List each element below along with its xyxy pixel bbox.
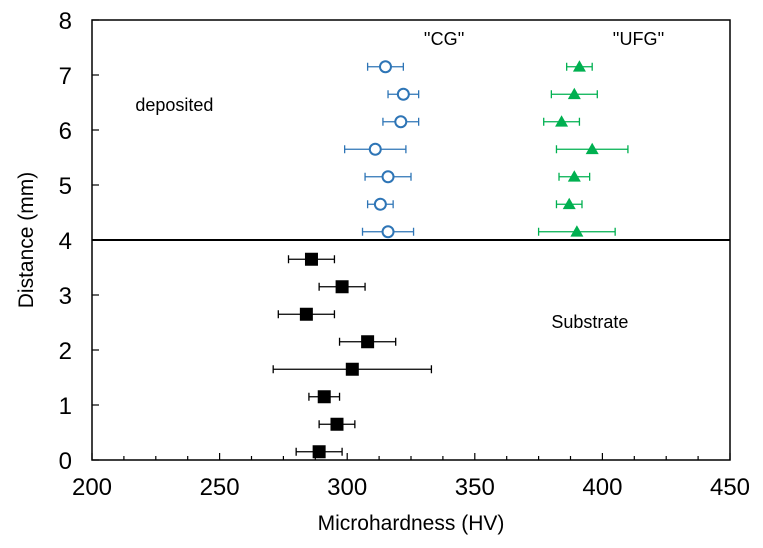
x-tick-label: 300 — [327, 474, 367, 501]
cg-point — [366, 197, 394, 211]
substrate-marker — [361, 335, 375, 349]
substrate-marker — [299, 307, 313, 321]
ufg-marker — [585, 142, 599, 155]
ufg-point — [537, 225, 616, 237]
cg-point — [366, 60, 404, 74]
substrate-marker — [304, 252, 318, 266]
cg-point — [387, 87, 420, 101]
ufg-marker — [555, 115, 569, 127]
x-tick-label: 200 — [72, 474, 112, 501]
substrate-point — [318, 417, 356, 431]
annotation-1: ''UFG'' — [613, 29, 665, 49]
y-tick-label: 4 — [59, 228, 72, 255]
substrate-marker — [335, 280, 349, 294]
x-tick-label: 350 — [455, 474, 495, 501]
axis-labels: 200 250 300 350 400 450 0 1 2 3 4 5 6 7 8 Microhardness… — [15, 8, 750, 535]
cg-point — [364, 170, 412, 184]
substrate-point — [272, 362, 433, 376]
ufg-marker — [567, 170, 581, 182]
cg-marker — [373, 197, 387, 211]
y-tick-label: 8 — [59, 8, 72, 35]
ufg-marker — [562, 197, 576, 210]
annotation-2: deposited — [135, 95, 213, 115]
substrate-point — [318, 280, 366, 294]
annotation-0: ''CG'' — [424, 29, 465, 49]
y-tick-label: 6 — [59, 118, 72, 145]
cg-marker — [381, 225, 395, 239]
ufg-marker — [572, 60, 586, 72]
y-tick-label: 7 — [59, 63, 72, 90]
substrate-marker — [345, 362, 359, 376]
y-tick-label: 0 — [59, 448, 72, 475]
substrate-point — [295, 445, 343, 459]
cg-marker — [394, 115, 408, 129]
substrate-marker — [330, 417, 344, 431]
y-tick-label: 5 — [59, 173, 72, 200]
x-tick-label: 250 — [200, 474, 240, 501]
data-marks — [272, 60, 629, 459]
ufg-point — [550, 87, 598, 100]
substrate-marker — [317, 390, 331, 404]
cg-point — [343, 142, 407, 156]
y-tick-label: 3 — [59, 283, 72, 310]
substrate-point — [287, 252, 336, 266]
cg-marker — [368, 142, 382, 156]
x-tick-label: 450 — [710, 474, 750, 501]
substrate-marker — [312, 445, 326, 459]
ufg-point — [555, 197, 583, 210]
ufg-point — [558, 170, 591, 182]
ufg-marker — [570, 225, 584, 237]
ufg-marker — [567, 87, 581, 100]
cg-marker — [396, 87, 410, 101]
substrate-point — [338, 335, 397, 349]
substrate-point — [308, 390, 341, 404]
y-tick-label: 1 — [59, 393, 72, 420]
annotations: ''CG'' ''UFG'' deposited Substrate — [135, 29, 664, 332]
y-tick-label: 2 — [59, 338, 72, 365]
cg-point — [382, 115, 420, 129]
cg-marker — [381, 170, 395, 184]
annotation-3: Substrate — [551, 312, 628, 332]
substrate-point — [277, 307, 336, 321]
axis-ticks — [91, 19, 731, 461]
x-axis-title: Microhardness (HV) — [318, 512, 505, 535]
x-tick-label: 400 — [582, 474, 622, 501]
cg-point — [361, 225, 415, 239]
ufg-point — [555, 142, 629, 155]
y-axis-title: Distance (mm) — [15, 172, 38, 309]
ufg-point — [566, 60, 593, 72]
ufg-point — [543, 115, 581, 127]
cg-marker — [378, 60, 392, 74]
